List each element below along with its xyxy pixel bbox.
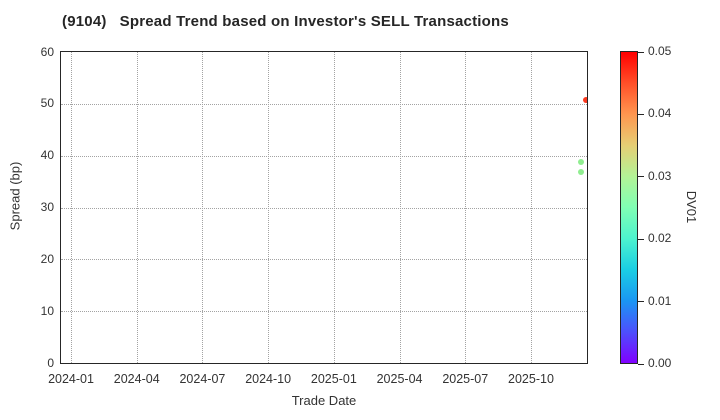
y-tick-label: 30 [40,200,54,214]
y-tick-label: 60 [40,44,54,59]
plot-area [60,51,588,364]
data-point [577,168,584,175]
x-tick-label: 2025-07 [442,372,489,386]
y-tick-label: 40 [40,148,54,163]
colorbar-tick [638,176,644,178]
x-tick-label: 2025-04 [376,372,423,386]
data-point [577,158,584,165]
colorbar-tick-label: 0.00 [648,356,672,370]
chart-title: (9104) Spread Trend based on Investor's … [62,13,509,30]
x-tick-label: 2024-10 [245,372,292,386]
x-axis-label: Trade Date [291,393,357,408]
x-tick-label: 2024-07 [179,372,226,386]
h-gridline [61,103,587,105]
h-gridline [61,155,587,157]
x-tick-label: 2025-10 [508,372,554,386]
y-tick-label: 0 [47,355,54,370]
x-tick-label: 2024-04 [113,372,160,386]
colorbar-tick-label: 0.01 [648,293,672,308]
h-gridline [61,207,587,209]
y-axis-label: Spread (bp) [7,161,23,231]
h-gridline [61,311,587,313]
colorbar-tick-label: 0.02 [648,231,672,246]
data-point [583,96,587,103]
colorbar-tick [638,363,644,365]
colorbar-tick-label: 0.04 [648,106,672,121]
x-tick-label: 2025-01 [310,372,357,386]
y-tick-label: 10 [40,303,54,318]
h-gridline [61,259,587,261]
colorbar [620,51,638,364]
colorbar-tick [638,113,644,115]
colorbar-tick-label: 0.03 [648,168,672,183]
colorbar-tick [638,238,644,240]
colorbar-label: DV01 [684,190,699,224]
colorbar-tick [638,51,644,53]
x-tick-label: 2024-01 [48,372,94,386]
colorbar-tick [638,301,644,303]
colorbar-tick-label: 0.05 [648,44,672,58]
y-tick-label: 20 [40,251,54,266]
y-tick-label: 50 [40,96,54,111]
